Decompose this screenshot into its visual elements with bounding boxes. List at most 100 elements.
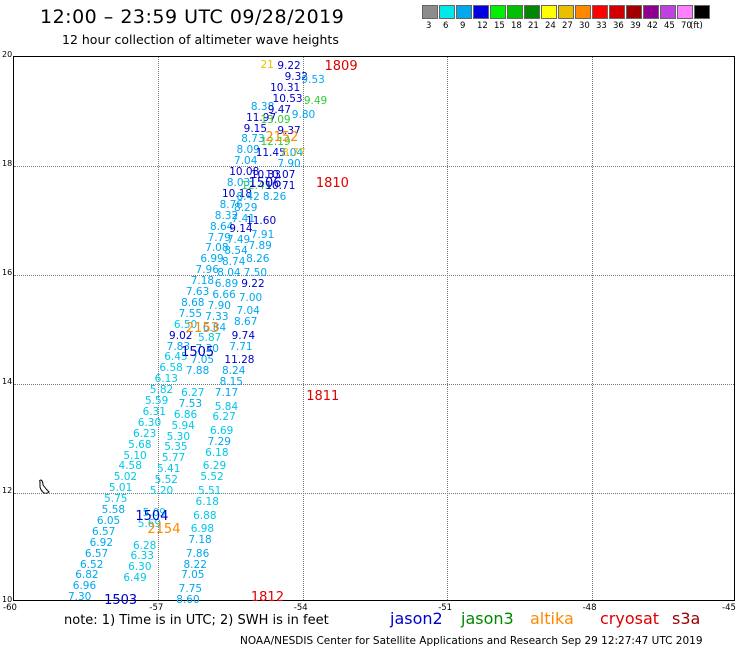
legend-label: 24 xyxy=(545,21,556,31)
legend-label: 33 xyxy=(596,21,607,31)
wave-height-value: 11.97 xyxy=(246,111,277,124)
wave-height-value: 6.99 xyxy=(200,253,224,266)
wave-height-value: 7.83 xyxy=(166,340,191,353)
parallel-gridline xyxy=(14,493,734,494)
wave-height-value: 6.29 xyxy=(202,460,227,473)
wave-height-value: 6.69 xyxy=(209,425,234,438)
legend-swatch xyxy=(490,5,506,19)
wave-height-value: 8.76 xyxy=(219,198,243,211)
wave-height-value: 7.90 xyxy=(277,158,301,170)
wave-height-value: 7.18 xyxy=(190,275,215,288)
legend-swatch xyxy=(660,5,676,19)
parallel-gridline xyxy=(14,166,734,167)
wave-height-value: 6.58 xyxy=(159,362,183,375)
latitude-label: 16 xyxy=(2,268,13,277)
meridian-gridline xyxy=(447,57,449,600)
wave-height-value: 11.60 xyxy=(246,215,277,228)
wave-height-value: 7.33 xyxy=(205,310,229,323)
legend-label: 21 xyxy=(528,21,539,31)
legend-swatch xyxy=(626,5,642,19)
wave-height-value: 10.08 xyxy=(229,166,260,179)
wave-height-value: 8.77 xyxy=(282,147,306,160)
wave-height-value: 8.03 xyxy=(226,177,251,190)
wave-height-value: 6.05 xyxy=(96,514,121,527)
legend-swatch xyxy=(558,5,574,19)
legend-swatch xyxy=(456,5,472,19)
wave-height-value: 6.18 xyxy=(195,495,219,508)
satellite-name: jason3 xyxy=(461,609,514,628)
wave-height-value: 7.53 xyxy=(178,397,203,410)
wave-height-value: 7.55 xyxy=(178,307,203,320)
legend-swatch xyxy=(694,5,710,19)
pass-time-label: 1811 xyxy=(306,388,340,404)
wave-height-value: 9.15 xyxy=(243,122,268,135)
wave-height-value: 9.80 xyxy=(291,108,316,121)
wave-height-value: 9.22 xyxy=(241,277,265,290)
legend-label: 70 xyxy=(681,21,692,31)
wave-height-value: 5.58 xyxy=(101,504,126,517)
wave-height-value: 7.41 xyxy=(231,212,256,225)
legend-swatch xyxy=(541,5,557,19)
pass-time-label: 1506 xyxy=(248,176,282,192)
wave-height-value: 7.49 xyxy=(226,234,251,247)
wave-height-value: 6.57 xyxy=(84,547,109,560)
legend-label: 27 xyxy=(562,21,573,31)
wave-height-value: 8.22 xyxy=(183,558,207,571)
pass-time-label: 1505 xyxy=(181,345,215,361)
wave-height-value: 7.88 xyxy=(185,365,210,378)
wave-height-value: 6.18 xyxy=(205,446,229,459)
legend-label: 6 xyxy=(443,21,449,31)
wave-height-value: 6.84 xyxy=(202,321,227,334)
wave-height-value: 7.96 xyxy=(195,264,219,277)
wave-height-value: 5.87 xyxy=(197,332,222,345)
wave-height-value: 10.33 xyxy=(250,168,281,181)
wave-height-value: 5.77 xyxy=(161,452,186,465)
legend-label: 15 xyxy=(494,21,505,31)
pass-time-label: 1812 xyxy=(250,590,284,606)
pass-time-label: 2153 xyxy=(185,320,219,336)
pass-time-label: 1503 xyxy=(104,593,138,608)
map-frame xyxy=(13,56,735,601)
wave-height-value: 8.64 xyxy=(209,220,234,233)
wave-height-value: 5.01 xyxy=(108,482,133,495)
wave-height-value: 10.31 xyxy=(270,81,301,94)
wave-height-value: 5.59 xyxy=(144,395,169,408)
wave-height-value: 6.33 xyxy=(130,550,154,563)
latitude-label: 14 xyxy=(2,377,13,386)
wave-height-value: 7.50 xyxy=(243,267,268,279)
legend-unit: (ft) xyxy=(690,21,703,31)
wave-height-value: 7.75 xyxy=(178,583,203,596)
longitude-label: -45 xyxy=(722,603,736,613)
wave-height-value: 5.84 xyxy=(214,400,239,413)
wave-height-value: 12.45 xyxy=(241,179,272,192)
legend-labels: 3 6 9 12 15 18 21 24 27 30 33 36 39 42 45 70 (ft) xyxy=(422,19,711,31)
meridian-gridline xyxy=(591,57,593,600)
wave-height-value: 21 xyxy=(260,58,274,71)
wave-height-value: 6.86 xyxy=(173,408,198,421)
legend-swatches xyxy=(422,5,711,19)
legend-swatch xyxy=(524,5,540,19)
pass-time-label: 1810 xyxy=(315,176,349,192)
wave-height-value: 8.29 xyxy=(234,201,258,214)
wave-height-value: 7.08 xyxy=(205,242,229,255)
wave-height-value: 10.18 xyxy=(222,187,253,200)
wave-height-value: 7.71 xyxy=(229,340,253,353)
plot-subtitle: 12 hour collection of altimeter wave hei… xyxy=(62,32,339,47)
wave-height-value: 7.04 xyxy=(279,147,304,160)
wave-height-value: 5.82 xyxy=(149,384,174,397)
longitude-label: -51 xyxy=(438,603,453,613)
wave-height-value: 6.30 xyxy=(128,561,152,574)
legend-swatch xyxy=(592,5,608,19)
wave-height-value: 6.57 xyxy=(92,525,116,538)
wave-height-value: 6.13 xyxy=(154,373,178,386)
plot-title: 12:00 – 23:59 UTC 09/28/2019 xyxy=(40,6,345,28)
wave-height-value: 9.37 xyxy=(277,125,301,138)
longitude-label: -48 xyxy=(582,603,597,613)
legend-swatch xyxy=(677,5,693,19)
wave-height-value: 8.26 xyxy=(246,253,270,266)
legend-label: 42 xyxy=(647,21,658,31)
meridian-gridline xyxy=(158,57,160,600)
wave-height-value: 8.68 xyxy=(181,296,205,309)
legend-swatch xyxy=(439,5,455,19)
wave-height-value: 6.66 xyxy=(212,288,236,301)
